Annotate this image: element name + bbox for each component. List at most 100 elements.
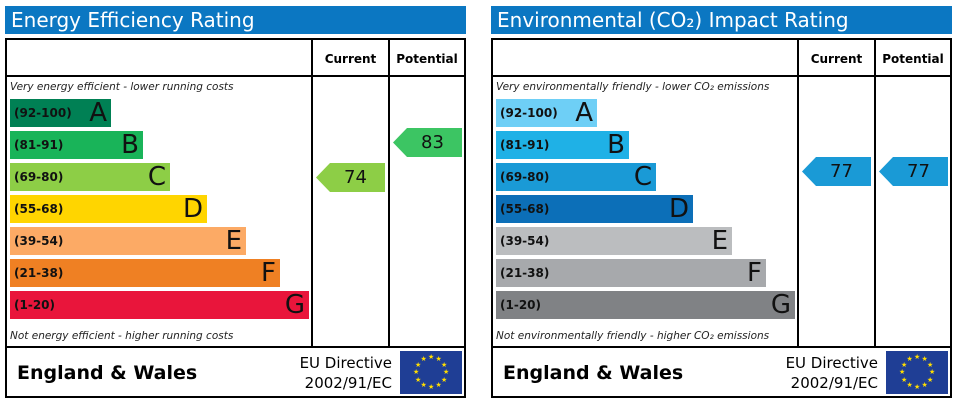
band-range: (69-80): [14, 170, 64, 184]
band-E: (39-54) E: [10, 226, 246, 256]
band-letter: G: [770, 290, 791, 320]
column-divider: [388, 40, 390, 348]
band-letter: C: [633, 162, 652, 192]
top-note: Very environmentally friendly - lower CO…: [496, 81, 770, 93]
rating-table: Current Potential Very environmentally fri…: [491, 38, 952, 398]
star-icon: ★: [926, 360, 934, 369]
band-range: (81-91): [500, 138, 550, 152]
eu-flag-icon: ★ ★ ★ ★ ★ ★ ★ ★ ★ ★ ★ ★: [886, 351, 948, 394]
band-range: (81-91): [14, 138, 64, 152]
band-letter: G: [284, 290, 305, 320]
chart-title: Energy Efficiency Rating: [5, 6, 466, 34]
column-divider: [311, 40, 313, 348]
band-D: (55-68) D: [496, 194, 693, 224]
band-range: (21-38): [500, 266, 550, 280]
band-G: (1-20) G: [496, 290, 795, 320]
band-range: (21-38): [14, 266, 64, 280]
star-icon: ★: [914, 353, 921, 361]
footer-divider: [493, 346, 950, 348]
band-letter: F: [747, 258, 762, 288]
star-icon: ★: [415, 375, 422, 384]
band-B: (81-91) B: [496, 130, 629, 160]
band-D: (55-68) D: [10, 194, 207, 224]
current-rating-arrow: 74: [316, 163, 385, 192]
star-icon: ★: [420, 380, 427, 389]
band-F: (21-38) F: [10, 258, 280, 288]
bottom-note: Not energy efficient - higher running co…: [10, 330, 234, 342]
header-divider: [493, 75, 950, 77]
band-range: (39-54): [500, 234, 550, 248]
band-letter: A: [575, 98, 593, 128]
environmental-impact-chart: Environmental (CO₂) Impact Rating Current…: [491, 0, 952, 404]
band-C: (69-80) C: [10, 162, 170, 192]
potential-header: Potential: [882, 52, 944, 66]
star-icon: ★: [906, 380, 913, 389]
band-letter: E: [225, 226, 242, 256]
potential-rating-arrow: 83: [393, 128, 462, 157]
footer-divider: [7, 346, 464, 348]
star-icon: ★: [443, 368, 450, 376]
star-icon: ★: [921, 380, 928, 389]
star-icon: ★: [914, 383, 921, 391]
region-label: England & Wales: [503, 362, 684, 384]
star-icon: ★: [428, 383, 435, 391]
potential-rating-arrow: 77: [879, 157, 948, 186]
current-rating-arrow: 77: [802, 157, 871, 186]
potential-header: Potential: [396, 52, 458, 66]
eu-directive: EU Directive 2002/91/EC: [277, 353, 392, 393]
rating-table: Current Potential Very energy efficient - …: [5, 38, 466, 398]
star-icon: ★: [435, 355, 442, 363]
directive-number: 2002/91/EC: [304, 374, 392, 392]
band-range: (39-54): [14, 234, 64, 248]
band-range: (55-68): [500, 202, 550, 216]
column-divider: [874, 40, 876, 348]
band-B: (81-91) B: [10, 130, 143, 160]
directive-line: EU Directive: [299, 354, 392, 372]
band-letter: E: [711, 226, 728, 256]
star-icon: ★: [420, 355, 427, 363]
star-icon: ★: [428, 353, 435, 361]
top-note: Very energy efficient - lower running co…: [10, 81, 234, 93]
star-icon: ★: [435, 380, 442, 389]
current-header: Current: [810, 52, 863, 66]
star-icon: ★: [899, 368, 906, 376]
directive-number: 2002/91/EC: [790, 374, 878, 392]
band-F: (21-38) F: [496, 258, 766, 288]
energy-efficiency-chart: Energy Efficiency Rating Current Potential…: [5, 0, 466, 404]
star-icon: ★: [440, 375, 448, 384]
star-icon: ★: [415, 360, 422, 369]
band-letter: A: [89, 98, 107, 128]
eu-directive: EU Directive 2002/91/EC: [763, 353, 878, 393]
star-icon: ★: [921, 355, 928, 363]
band-range: (69-80): [500, 170, 550, 184]
bottom-note: Not environmentally friendly - higher CO…: [496, 330, 770, 342]
band-letter: F: [261, 258, 276, 288]
star-icon: ★: [926, 375, 934, 384]
band-range: (92-100): [500, 106, 558, 120]
band-C: (69-80) C: [496, 162, 656, 192]
band-letter: B: [121, 130, 139, 160]
band-letter: B: [607, 130, 625, 160]
band-letter: D: [668, 194, 689, 224]
star-icon: ★: [901, 375, 908, 384]
star-icon: ★: [906, 355, 913, 363]
band-letter: C: [147, 162, 166, 192]
directive-line: EU Directive: [785, 354, 878, 372]
star-icon: ★: [413, 368, 420, 376]
band-range: (1-20): [14, 298, 55, 312]
band-G: (1-20) G: [10, 290, 309, 320]
band-range: (1-20): [500, 298, 541, 312]
header-divider: [7, 75, 464, 77]
eu-flag-icon: ★ ★ ★ ★ ★ ★ ★ ★ ★ ★ ★ ★: [400, 351, 462, 394]
band-E: (39-54) E: [496, 226, 732, 256]
band-A: (92-100) A: [496, 98, 597, 128]
band-range: (92-100): [14, 106, 72, 120]
band-letter: D: [182, 194, 203, 224]
current-header: Current: [324, 52, 377, 66]
star-icon: ★: [929, 368, 936, 376]
star-icon: ★: [440, 360, 448, 369]
column-divider: [797, 40, 799, 348]
chart-title: Environmental (CO₂) Impact Rating: [491, 6, 952, 34]
region-label: England & Wales: [17, 362, 198, 384]
band-A: (92-100) A: [10, 98, 111, 128]
